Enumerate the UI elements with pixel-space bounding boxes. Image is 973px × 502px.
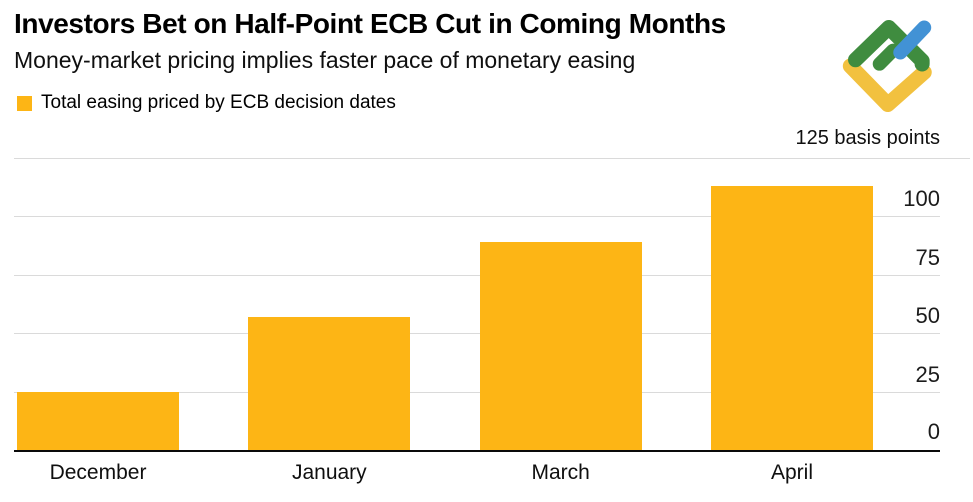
gridline-75	[14, 274, 940, 276]
logo-yellow-check	[842, 58, 932, 113]
legend: Total easing priced by ECB decision date…	[17, 92, 396, 114]
plot-area: 0 25 50 75 100 December January March April	[14, 158, 970, 484]
x-category-label: January	[291, 461, 367, 484]
chart-subtitle: Money-market pricing implies faster pace…	[14, 47, 636, 73]
bar-april	[710, 186, 873, 450]
y-tick-label-0: 0	[927, 419, 940, 444]
x-category-label: December	[49, 461, 147, 484]
x-category-label: April	[770, 461, 813, 484]
y-tick-label-75: 75	[915, 244, 940, 270]
legend-label: Total easing priced by ECB decision date…	[41, 92, 396, 113]
legend-swatch-icon	[17, 95, 32, 111]
y-tick-label-50: 50	[915, 303, 940, 329]
gridline-50	[14, 333, 940, 335]
y-tick-label-25: 25	[915, 361, 940, 387]
y-tick-label-100: 100	[903, 186, 940, 212]
gridline-125	[14, 158, 970, 159]
gridline-25	[14, 391, 940, 393]
litefinance-logo-icon	[842, 19, 932, 113]
y-axis-unit-label: 125 basis points	[795, 127, 940, 149]
x-category-label: March	[531, 461, 590, 484]
bar-december	[17, 391, 179, 450]
x-axis-line	[14, 450, 940, 452]
bar-january	[248, 316, 411, 450]
gridline-100	[14, 216, 940, 218]
logo-blue-accent	[893, 20, 932, 60]
chart-title: Investors Bet on Half-Point ECB Cut in C…	[14, 8, 726, 39]
bar-march	[479, 242, 642, 450]
logo-green-inner-bar	[872, 43, 900, 71]
